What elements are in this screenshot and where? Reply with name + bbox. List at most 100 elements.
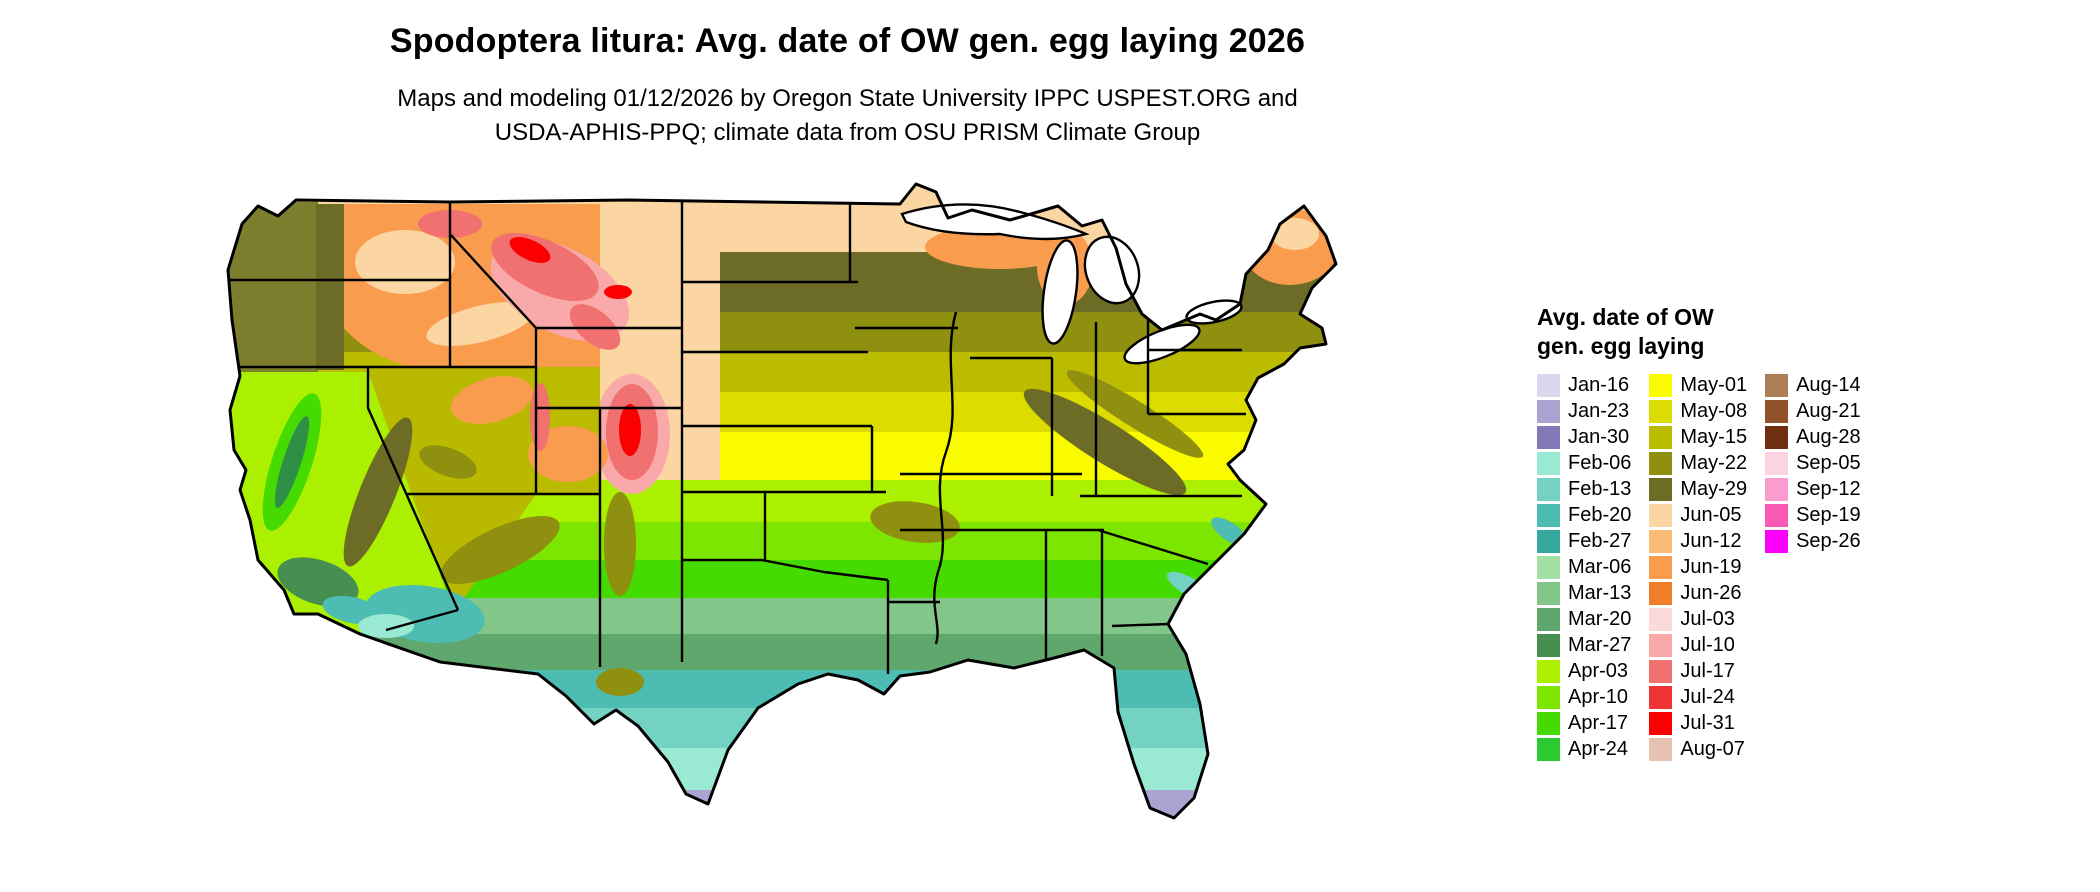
legend-swatch [1765, 477, 1789, 501]
legend-item: Jun-12 [1649, 528, 1747, 554]
legend-item: Feb-27 [1537, 528, 1631, 554]
legend-item: Mar-20 [1537, 606, 1631, 632]
legend-item: Apr-10 [1537, 684, 1631, 710]
legend-item: Feb-20 [1537, 502, 1631, 528]
legend-swatch [1649, 399, 1673, 423]
legend-item: May-29 [1649, 476, 1747, 502]
legend-label: Mar-27 [1568, 633, 1632, 656]
legend-item: Jun-05 [1649, 502, 1747, 528]
legend-title-line-2: gen. egg laying [1537, 333, 1705, 359]
legend-item: Mar-13 [1537, 580, 1631, 606]
legend-label: Jun-19 [1680, 555, 1742, 578]
legend-label: May-22 [1680, 451, 1748, 474]
legend-item: May-01 [1649, 372, 1747, 398]
legend-label: Sep-05 [1796, 451, 1861, 474]
legend-item: Jul-24 [1649, 684, 1747, 710]
legend-swatch [1765, 373, 1789, 397]
legend-item: Jun-19 [1649, 554, 1747, 580]
legend-label: Jul-03 [1680, 607, 1735, 630]
legend-label: Apr-24 [1568, 737, 1629, 760]
legend-label: Apr-03 [1568, 659, 1629, 682]
legend-swatch [1537, 399, 1560, 423]
legend-swatch [1537, 659, 1560, 683]
legend-label: Jan-30 [1568, 425, 1630, 448]
legend-item: Sep-12 [1765, 476, 1861, 502]
legend-swatch [1649, 633, 1673, 657]
legend-swatch [1649, 373, 1673, 397]
legend-swatch [1649, 529, 1673, 553]
legend-label: Aug-14 [1796, 373, 1861, 396]
legend-label: Jul-10 [1680, 633, 1735, 656]
legend-label: Jan-23 [1568, 399, 1630, 422]
legend-swatch [1537, 685, 1560, 709]
legend-label: Aug-07 [1680, 737, 1745, 760]
lake-superior [900, 203, 1090, 241]
legend-label: Sep-26 [1796, 529, 1861, 552]
legend-swatch [1537, 633, 1560, 657]
legend-item: Aug-07 [1649, 736, 1747, 762]
legend-swatch [1537, 711, 1560, 735]
page-title: Spodoptera litura: Avg. date of OW gen. … [389, 22, 1306, 60]
legend-item: Mar-27 [1537, 632, 1631, 658]
legend-label: Feb-13 [1568, 477, 1632, 500]
legend-swatch [1537, 425, 1560, 449]
lake-michigan [1041, 239, 1079, 345]
legend-swatch [1537, 737, 1560, 761]
legend-label: Aug-28 [1796, 425, 1861, 448]
legend-item: Mar-06 [1537, 554, 1631, 580]
lake-huron [1083, 235, 1141, 305]
legend-swatch [1649, 503, 1673, 527]
legend-item: Sep-26 [1765, 528, 1861, 554]
legend-swatch [1649, 477, 1673, 501]
legend-swatch [1649, 659, 1673, 683]
legend-label: Feb-06 [1568, 451, 1632, 474]
legend-item: May-08 [1649, 398, 1747, 424]
legend-label: Jun-26 [1680, 581, 1742, 604]
legend-column: Jan-16 Jan-23 Jan-30 Feb-06 Feb-13 Feb-20 Feb-… [1537, 372, 1631, 762]
legend-item: Sep-05 [1765, 450, 1861, 476]
legend-item: Aug-28 [1765, 424, 1861, 450]
subtitle-line-1: Maps and modeling 01/12/2026 by Oregon S… [397, 85, 1298, 112]
legend-swatch [1765, 503, 1789, 527]
legend-swatch [1649, 451, 1673, 475]
state-borders [230, 202, 1246, 674]
page-subtitle: Maps and modeling 01/12/2026 by Oregon S… [200, 82, 1495, 150]
legend-swatch [1649, 711, 1673, 735]
legend-swatch [1649, 555, 1673, 579]
legend-item: Jan-23 [1537, 398, 1631, 424]
legend-swatch [1765, 451, 1789, 475]
legend-swatch [1765, 425, 1789, 449]
legend-label: Apr-10 [1568, 685, 1629, 708]
legend-label: Jul-17 [1680, 659, 1735, 682]
great-lakes [900, 203, 1243, 365]
legend-column: May-01 May-08 May-15 May-22 May-29 Jun-05 Jun-… [1649, 372, 1747, 762]
legend-swatch [1537, 503, 1560, 527]
legend-item: Jan-16 [1537, 372, 1631, 398]
legend-swatch [1537, 581, 1560, 605]
legend-item: Feb-06 [1537, 450, 1631, 476]
legend-title: Avg. date of OW gen. egg laying [1537, 303, 1861, 361]
legend-swatch [1537, 373, 1560, 397]
legend-item: Jul-10 [1649, 632, 1747, 658]
legend-label: Sep-19 [1796, 503, 1861, 526]
legend-item: May-22 [1649, 450, 1747, 476]
us-outline [226, 182, 1338, 820]
legend-label: Aug-21 [1796, 399, 1861, 422]
legend-item: Jun-26 [1649, 580, 1747, 606]
legend-label: May-15 [1680, 425, 1748, 448]
legend-item: May-15 [1649, 424, 1747, 450]
legend-label: Mar-20 [1568, 607, 1632, 630]
legend-swatch [1537, 477, 1560, 501]
legend-item: Sep-19 [1765, 502, 1861, 528]
legend-item: Apr-17 [1537, 710, 1631, 736]
legend-swatch [1765, 529, 1789, 553]
legend-swatch [1537, 607, 1560, 631]
legend-swatch [1649, 685, 1673, 709]
legend-label: Jan-16 [1568, 373, 1630, 396]
legend-label: Jul-31 [1680, 711, 1735, 734]
legend-item: Jul-03 [1649, 606, 1747, 632]
legend-title-line-1: Avg. date of OW [1537, 304, 1714, 330]
lake-ontario [1185, 299, 1243, 325]
legend-label: May-08 [1680, 399, 1748, 422]
legend-label: Sep-12 [1796, 477, 1861, 500]
